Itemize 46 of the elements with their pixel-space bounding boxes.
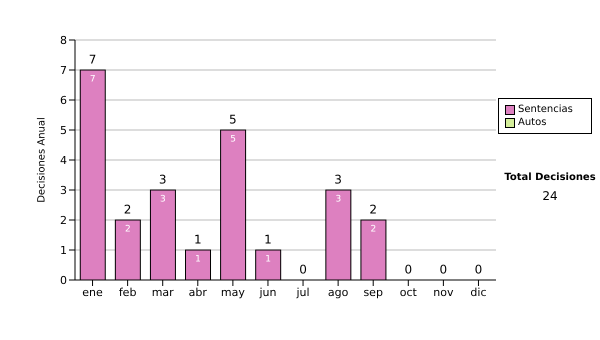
total-label: 2	[369, 202, 378, 216]
y-tick-label: 4	[60, 154, 67, 167]
x-tick-label: abr	[188, 286, 208, 299]
text: 24	[541, 189, 559, 203]
y-tick-label: 0	[60, 274, 67, 287]
y-tick-label: 2	[60, 214, 67, 227]
x-tick-label: ene	[82, 286, 104, 299]
y-tick-label: 1	[60, 244, 67, 257]
y-tick-label: 5	[60, 124, 67, 137]
y-tick-label: 7	[60, 64, 67, 77]
total-label: 0	[299, 262, 307, 276]
data-label: 2	[370, 224, 376, 234]
total-label: 0	[440, 262, 448, 276]
y-axis-title: Decisiones Anual	[36, 117, 48, 203]
x-tick-label: ago	[328, 286, 349, 299]
x-tick-label: jun	[258, 286, 276, 299]
total-label: 2	[124, 202, 132, 216]
total-label: 3	[334, 172, 342, 186]
data-label: 7	[90, 74, 96, 84]
total-label: 0	[474, 262, 482, 276]
x-tick-label: nov	[433, 286, 454, 299]
legend-label: Sentencias	[518, 103, 573, 116]
total-label: 5	[229, 112, 237, 126]
total-label: 3	[158, 172, 167, 186]
y-tick-label: 3	[60, 184, 67, 197]
x-tick-label: may	[220, 286, 246, 299]
data-label: 3	[160, 194, 166, 204]
x-tick-label: mar	[152, 286, 174, 299]
data-label: 1	[265, 254, 272, 264]
text: Total Decisiones	[503, 172, 597, 183]
legend-label: Autos	[518, 116, 546, 129]
x-tick-label: oct	[400, 286, 418, 299]
data-label: 3	[335, 194, 342, 204]
y-tick-label: 8	[60, 34, 67, 47]
data-label: 2	[124, 224, 131, 234]
total-label: 7	[88, 52, 96, 66]
total-label: 1	[194, 232, 202, 246]
total-label: 0	[404, 262, 412, 276]
x-tick-label: feb	[118, 286, 136, 299]
total-label: 1	[264, 232, 272, 246]
x-tick-label: dic	[470, 286, 487, 299]
x-tick-label: jul	[295, 286, 310, 299]
x-tick-label: sep	[363, 286, 383, 299]
y-tick-label: 6	[60, 94, 67, 107]
data-label: 5	[230, 134, 236, 144]
data-label: 1	[195, 254, 201, 264]
